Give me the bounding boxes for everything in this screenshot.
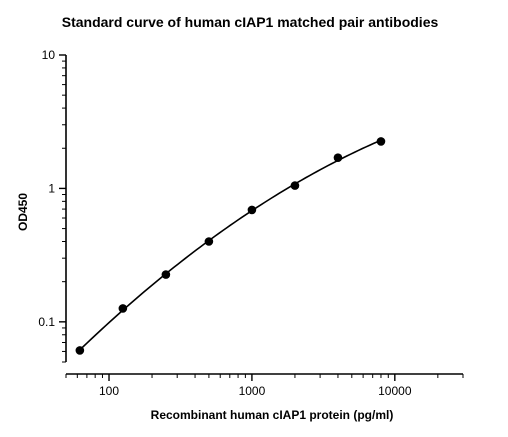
data-point [118, 304, 128, 313]
chart-title: Standard curve of human cIAP1 matched pa… [62, 14, 439, 30]
data-point [333, 153, 343, 162]
x-tick-label: 10000 [378, 384, 412, 398]
tick-labels: 100 1000 10000 0.1 1 10 [38, 48, 412, 398]
y-tick-label: 0.1 [38, 315, 55, 329]
x-axis-label: Recombinant human cIAP1 protein (pg/ml) [151, 408, 394, 422]
data-point [161, 270, 171, 279]
data-points [75, 137, 386, 355]
data-point [376, 137, 386, 146]
fit-curve [79, 139, 382, 351]
y-tick-label: 10 [42, 48, 56, 62]
data-point [247, 205, 257, 215]
x-tick-label: 1000 [239, 384, 266, 398]
data-point [290, 181, 300, 190]
x-tick-label: 100 [99, 384, 119, 398]
major-ticks [59, 54, 396, 381]
minor-ticks [62, 60, 464, 378]
data-point [75, 346, 85, 355]
y-axis-label: OD450 [16, 193, 30, 231]
y-tick-label: 1 [48, 181, 55, 195]
data-point [204, 237, 214, 246]
